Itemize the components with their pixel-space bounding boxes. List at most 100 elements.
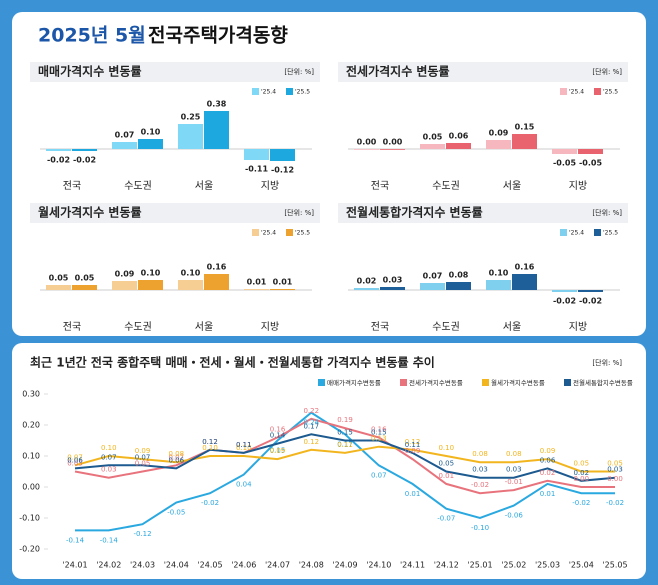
value-label: 0.05 [75,274,95,283]
unit-label: [단위: %] [592,358,622,367]
value-label: -0.02 [572,499,590,507]
value-label: 0.02 [357,277,377,286]
bar [486,140,511,149]
value-label: 0.12 [405,438,421,446]
x-tick-label: '24.09 [332,561,357,570]
value-label: -0.02 [471,481,489,489]
legend-swatch [594,229,601,236]
value-label: 0.04 [236,481,252,489]
value-label: -0.05 [167,509,185,517]
bar [204,111,229,149]
top-panel [12,12,646,336]
value-label: 0.16 [371,425,387,433]
value-label: 0.12 [202,438,218,446]
value-label: 0.00 [357,138,377,147]
legend-swatch [286,229,293,236]
value-label: 0.10 [141,128,161,137]
bar [178,280,203,290]
value-label: 0.02 [540,469,556,477]
unit-label: [단위: %] [284,208,314,217]
bar [112,142,137,149]
value-label: 0.15 [371,429,387,437]
value-label: -0.02 [579,297,602,306]
y-tick-label: -0.20 [19,545,40,554]
legend-label: '25.5 [295,230,310,237]
value-label: 0.07 [101,453,117,461]
bar [380,287,405,290]
value-label: 0.10 [181,269,201,278]
value-label: 0.03 [506,466,522,474]
value-label: 0.06 [540,456,556,464]
value-label: 0.10 [141,269,161,278]
legend-swatch [400,379,407,386]
unit-label: [단위: %] [592,67,622,76]
value-label: -0.12 [133,530,151,538]
bar [138,280,163,290]
value-label: 0.08 [506,450,522,458]
value-label: 0.09 [540,447,556,455]
value-label: 0.11 [337,441,353,449]
value-label: 0.16 [270,425,286,433]
category-label: 지방 [261,180,279,192]
value-label: 0.07 [67,453,83,461]
value-label: 0.10 [202,444,218,452]
title-date: 2025년 5월 [38,25,146,47]
value-label: 0.24 [303,419,319,427]
x-tick-label: '25.05 [602,561,627,570]
category-label: 수도권 [124,180,152,192]
legend-label: '25.4 [569,89,584,96]
value-label: -0.11 [245,165,268,174]
x-tick-label: '25.03 [535,561,560,570]
bar [46,285,71,290]
legend-label: '25.4 [261,230,276,237]
value-label: 0.13 [371,435,387,443]
bar [72,149,97,151]
legend-swatch [594,88,601,95]
value-label: 0.05 [607,460,623,468]
value-label: 0.14 [270,432,286,440]
value-label: 0.07 [168,453,184,461]
x-tick-label: '24.04 [164,561,189,570]
value-label: 0.05 [49,274,69,283]
x-tick-label: '24.10 [366,561,391,570]
value-label: -0.06 [505,512,524,520]
value-label: 0.10 [101,444,117,452]
value-label: 0.15 [337,429,353,437]
bar [380,149,405,150]
bar [72,285,97,290]
x-tick-label: '25.02 [501,561,526,570]
bar [578,290,603,292]
value-label: 0.15 [515,123,535,132]
bar [420,283,445,290]
bar [270,149,295,161]
bar [446,143,471,149]
value-label: 0.09 [115,270,135,279]
value-label: 0.16 [207,263,227,272]
y-tick-label: 0.00 [22,483,40,492]
value-label: 0.12 [303,438,319,446]
value-label: -0.02 [73,156,96,165]
x-tick-label: '24.12 [434,561,459,570]
category-label: 전국 [371,180,389,192]
legend-label: '25.4 [569,230,584,237]
value-label: 0.07 [135,453,151,461]
legend-swatch [252,88,259,95]
value-label: -0.07 [437,515,455,523]
value-label: 0.00 [573,475,589,483]
x-tick-label: '24.07 [265,561,290,570]
bar [552,290,577,292]
x-tick-label: '24.01 [62,561,87,570]
series-line [75,411,615,532]
chart-title: 월세가격지수 변동률 [38,205,142,220]
title: 전국주택가격동향 [148,25,288,47]
bar [138,139,163,149]
bar [420,144,445,149]
value-label: 0.12 [202,438,218,446]
value-label: -0.10 [471,524,489,532]
legend-label: 전세가격지수변동률 [409,378,463,387]
chart-header [30,203,320,223]
value-label: 0.07 [371,471,387,479]
category-label: 서울 [195,321,213,333]
series-line [74,433,616,482]
